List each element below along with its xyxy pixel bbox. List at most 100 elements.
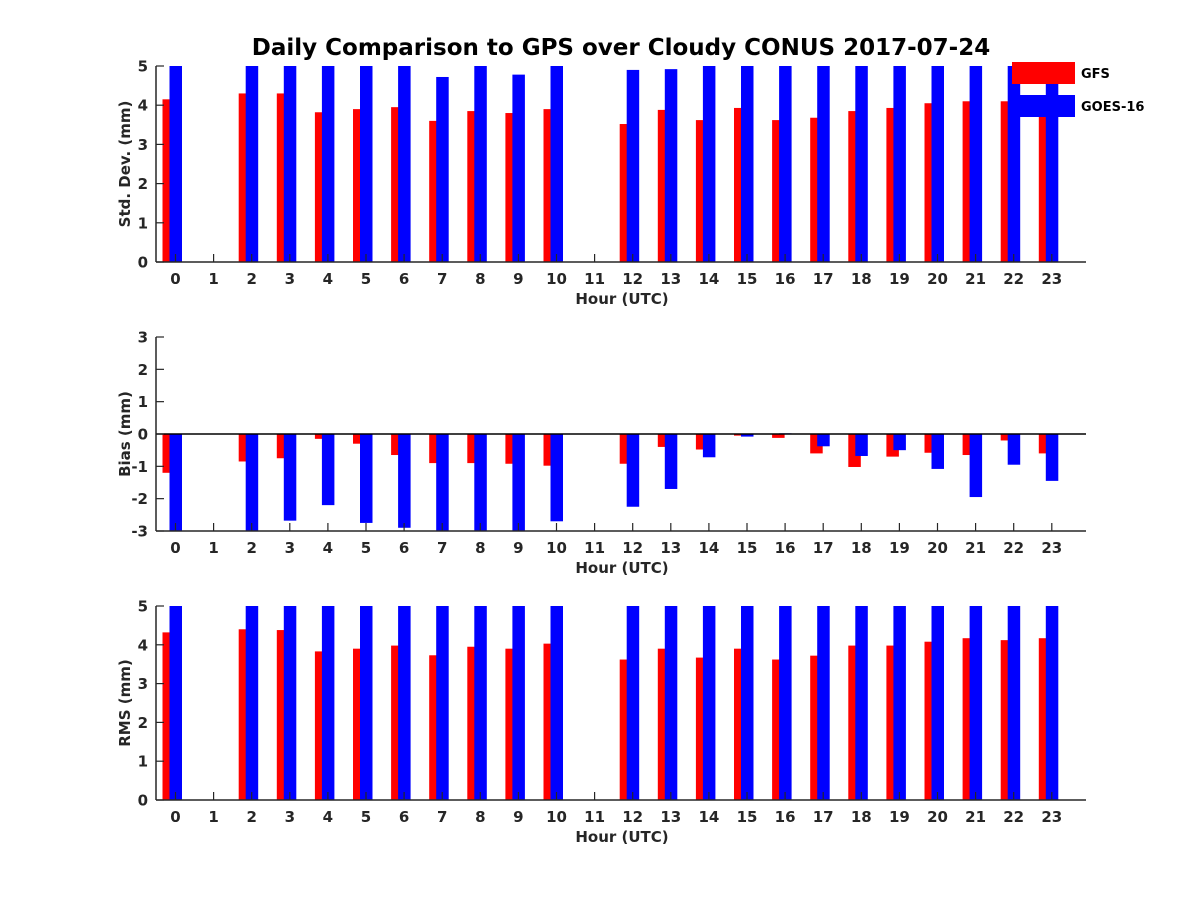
bias-bar-goes16-23 xyxy=(1045,434,1059,481)
bias-x-tick-label: 0 xyxy=(170,539,180,557)
std-dev-bar-goes16-16 xyxy=(779,66,792,262)
bias-x-tick-label: 18 xyxy=(851,539,872,557)
rms-x-axis-label: Hour (UTC) xyxy=(575,828,668,846)
std-dev-x-tick-label: 4 xyxy=(323,270,333,288)
rms-bar-goes16-12 xyxy=(626,606,640,800)
bias-bar-goes16-4 xyxy=(321,434,335,506)
bias-x-tick-label: 20 xyxy=(927,539,948,557)
rms-x-tick-label: 0 xyxy=(170,808,180,826)
std-dev-y-tick-label: 3 xyxy=(138,136,148,154)
std-dev-bar-goes16-8 xyxy=(474,66,487,262)
std-dev-bar-goes16-9 xyxy=(512,74,525,262)
bias-x-axis-label: Hour (UTC) xyxy=(575,559,668,577)
std-dev-bar-goes16-5 xyxy=(360,66,373,262)
rms-y-tick-label: 1 xyxy=(138,753,148,771)
bias-x-tick-label: 1 xyxy=(208,539,218,557)
std-dev-bar-goes16-20 xyxy=(931,66,944,262)
std-dev-bar-goes16-10 xyxy=(550,66,563,262)
std-dev-bars xyxy=(162,66,1059,262)
std-dev-x-tick-label: 23 xyxy=(1041,270,1062,288)
bias-y-axis-label: Bias (mm) xyxy=(116,391,134,477)
bias-bar-goes16-6 xyxy=(398,434,411,528)
rms-x-tick-label: 20 xyxy=(927,808,948,826)
std-dev-x-tick-label: 22 xyxy=(1003,270,1024,288)
bias-bar-goes16-13 xyxy=(664,434,678,489)
rms-x-tick-label: 6 xyxy=(399,808,409,826)
legend-label-goes16: GOES-16 xyxy=(1081,100,1144,115)
rms-bar-goes16-19 xyxy=(893,606,906,800)
std-dev-bar-goes16-13 xyxy=(664,69,678,262)
bias-y-tick-label: -3 xyxy=(131,523,148,541)
std-dev-x-tick-label: 9 xyxy=(513,270,523,288)
rms-y-tick-label: 3 xyxy=(138,675,148,693)
std-dev-y-tick-label: 5 xyxy=(138,58,148,76)
rms-y-tick-label: 2 xyxy=(138,714,148,732)
std-dev-bar-goes16-22 xyxy=(1007,66,1021,262)
rms-bar-goes16-10 xyxy=(550,606,563,800)
bias-x-tick-label: 21 xyxy=(965,539,986,557)
bias-bar-goes16-21 xyxy=(969,434,983,498)
rms-x-tick-label: 10 xyxy=(546,808,567,826)
bias-bar-goes16-8 xyxy=(474,434,487,531)
bias-x-tick-label: 23 xyxy=(1041,539,1062,557)
std-dev-bar-goes16-2 xyxy=(245,66,259,262)
bias-x-tick-label: 13 xyxy=(660,539,681,557)
rms-bar-goes16-22 xyxy=(1007,606,1021,800)
bias-y-tick-label: 3 xyxy=(138,329,148,347)
std-dev-x-axis-label: Hour (UTC) xyxy=(575,290,668,308)
bias-bar-goes16-19 xyxy=(893,434,906,451)
rms-bar-goes16-0 xyxy=(169,606,182,800)
rms-x-tick-label: 22 xyxy=(1003,808,1024,826)
bias-y-tick-label: -2 xyxy=(131,490,148,508)
rms-x-tick-label: 21 xyxy=(965,808,986,826)
rms-x-tick-label: 3 xyxy=(285,808,295,826)
bias-bar-goes16-14 xyxy=(702,434,716,458)
rms-bar-goes16-2 xyxy=(245,606,259,800)
rms-x-tick-label: 16 xyxy=(775,808,796,826)
bias-bar-goes16-2 xyxy=(245,434,259,531)
legend-swatch-goes16 xyxy=(1012,95,1075,117)
rms-y-tick-label: 0 xyxy=(138,792,148,810)
rms-x-tick-label: 15 xyxy=(737,808,758,826)
legend-label-gfs: GFS xyxy=(1081,67,1110,82)
std-dev-x-tick-label: 3 xyxy=(285,270,295,288)
rms-x-tick-label: 1 xyxy=(208,808,218,826)
bias-x-tick-label: 16 xyxy=(775,539,796,557)
rms-bar-goes16-21 xyxy=(969,606,983,800)
std-dev-x-tick-label: 18 xyxy=(851,270,872,288)
bias-x-tick-label: 6 xyxy=(399,539,409,557)
std-dev-x-tick-label: 15 xyxy=(737,270,758,288)
bias-bar-goes16-22 xyxy=(1007,434,1021,465)
rms-x-tick-label: 8 xyxy=(475,808,485,826)
rms-bar-goes16-14 xyxy=(702,606,716,800)
std-dev-x-tick-label: 1 xyxy=(208,270,218,288)
bias-bar-gfs-4 xyxy=(314,434,328,439)
bias-x-tick-label: 14 xyxy=(698,539,719,557)
rms-bar-goes16-4 xyxy=(321,606,335,800)
rms-x-tick-label: 5 xyxy=(361,808,371,826)
bias-x-tick-label: 7 xyxy=(437,539,447,557)
std-dev-y-tick-label: 0 xyxy=(138,254,148,272)
bias-x-tick-label: 19 xyxy=(889,539,910,557)
rms-x-tick-label: 17 xyxy=(813,808,834,826)
bias-x-tick-label: 4 xyxy=(323,539,333,557)
bias-bar-gfs-15 xyxy=(734,434,747,436)
bias-y-tick-label: -1 xyxy=(131,458,148,476)
std-dev-x-tick-label: 10 xyxy=(546,270,567,288)
bias-x-tick-label: 12 xyxy=(622,539,643,557)
bias-x-tick-label: 11 xyxy=(584,539,605,557)
bias-x-tick-label: 5 xyxy=(361,539,371,557)
rms-x-tick-label: 23 xyxy=(1041,808,1062,826)
rms-bar-goes16-3 xyxy=(283,606,297,800)
bias-bar-goes16-17 xyxy=(817,434,830,447)
std-dev-bar-goes16-18 xyxy=(855,66,868,262)
bias-bar-gfs-22 xyxy=(1000,434,1014,441)
std-dev-x-tick-label: 13 xyxy=(660,270,681,288)
rms-bar-goes16-5 xyxy=(360,606,373,800)
rms-x-tick-label: 11 xyxy=(584,808,605,826)
rms-bars xyxy=(162,606,1059,800)
bias-bars xyxy=(162,433,1059,531)
std-dev-bar-goes16-6 xyxy=(398,66,411,262)
rms-y-tick-label: 5 xyxy=(138,598,148,616)
